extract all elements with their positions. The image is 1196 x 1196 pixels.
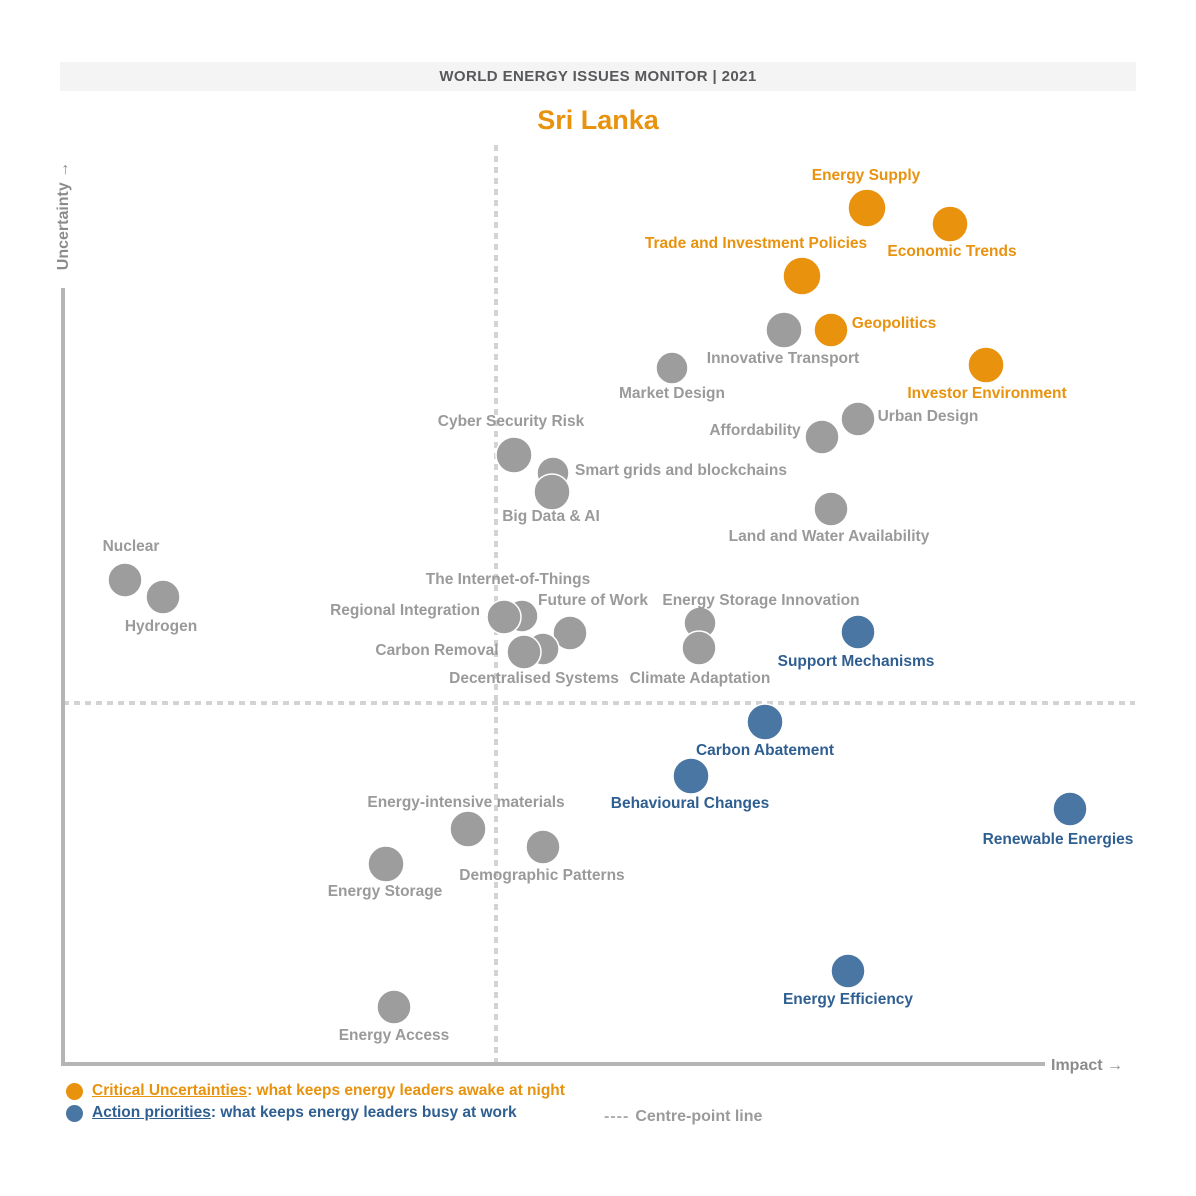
bubble-label-nuclear: Nuclear — [103, 538, 160, 555]
bubble-label-energy-intensive-materials: Energy-intensive materials — [367, 794, 564, 811]
bubble-carbon-abatement[interactable] — [746, 703, 784, 741]
bubble-label-energy-storage-innovation: Energy Storage Innovation — [662, 592, 859, 609]
bubble-big-data-ai[interactable] — [533, 473, 571, 511]
centre-point-line-legend: ---- Centre-point line — [604, 1108, 762, 1126]
x-axis-label: Impact → — [1051, 1057, 1123, 1074]
bubble-regional-integration[interactable] — [486, 599, 522, 635]
bubble-label-land-and-water-availability: Land and Water Availability — [729, 528, 930, 545]
bubble-behavioural-changes[interactable] — [672, 757, 710, 795]
bubble-urban-design[interactable] — [840, 401, 876, 437]
bubble-support-mechanisms[interactable] — [840, 614, 876, 650]
banner-title: WORLD ENERGY ISSUES MONITOR | 2021 — [439, 68, 757, 85]
bubble-trade-and-investment-policies[interactable] — [782, 256, 822, 296]
bubble-cyber-security-risk[interactable] — [495, 436, 533, 474]
bubble-economic-trends[interactable] — [931, 205, 969, 243]
bubble-energy-efficiency[interactable] — [830, 953, 866, 989]
bubble-market-design[interactable] — [655, 351, 689, 385]
bubble-climate-adaptation[interactable] — [681, 630, 717, 666]
bubble-energy-intensive-materials[interactable] — [449, 810, 487, 848]
bubble-label-trade-and-investment-policies: Trade and Investment Policies — [645, 235, 867, 252]
chart-legend: Critical Uncertainties: what keeps energ… — [66, 1082, 565, 1126]
bubble-label-support-mechanisms: Support Mechanisms — [778, 653, 935, 670]
bubble-label-affordability: Affordability — [709, 422, 801, 439]
bubble-label-big-data-ai: Big Data & AI — [502, 508, 600, 525]
header-banner: WORLD ENERGY ISSUES MONITOR | 2021 — [60, 62, 1136, 91]
bubble-label-economic-trends: Economic Trends — [887, 243, 1016, 260]
centre-point-line-label: Centre-point line — [635, 1108, 763, 1125]
bubble-label-cyber-security-risk: Cyber Security Risk — [438, 413, 585, 430]
bubble-affordability[interactable] — [804, 419, 840, 455]
critical-uncertainties-dot-icon — [66, 1082, 83, 1100]
bubble-energy-access[interactable] — [376, 989, 412, 1025]
bubble-label-energy-efficiency: Energy Efficiency — [783, 991, 913, 1008]
bubble-label-energy-access: Energy Access — [339, 1027, 450, 1044]
bubble-label-future-of-work: Future of Work — [538, 592, 648, 609]
bubble-label-carbon-removal: Carbon Removal — [375, 642, 498, 659]
dashed-line-icon: ---- — [604, 1108, 630, 1125]
bubble-label-smart-grids-and-blockchains: Smart grids and blockchains — [575, 462, 787, 479]
bubble-carbon-removal[interactable] — [506, 634, 542, 670]
bubble-label-geopolitics: Geopolitics — [852, 315, 936, 332]
bubble-label-regional-integration: Regional Integration — [330, 602, 480, 619]
bubble-geopolitics[interactable] — [813, 312, 849, 348]
page-title: Sri Lanka — [537, 105, 659, 135]
legend-desc-critical-uncertainties: : what keeps energy leaders awake at nig… — [247, 1082, 565, 1099]
bubble-label-energy-storage: Energy Storage — [328, 883, 443, 900]
bubble-label-decentralised-systems: Decentralised Systems — [449, 670, 619, 687]
bubble-future-of-work[interactable] — [552, 615, 588, 651]
bubble-label-carbon-abatement: Carbon Abatement — [696, 742, 834, 759]
bubble-nuclear[interactable] — [107, 562, 143, 598]
bubble-label-innovative-transport: Innovative Transport — [707, 350, 859, 367]
bubble-label-hydrogen: Hydrogen — [125, 618, 197, 635]
bubble-label-renewable-energies: Renewable Energies — [983, 831, 1134, 848]
legend-desc-action-priorities: : what keeps energy leaders busy at work — [210, 1104, 517, 1121]
legend-term-action-priorities[interactable]: Action priorities — [92, 1104, 211, 1121]
legend-row-action-priorities: Action priorities: what keeps energy lea… — [66, 1104, 565, 1122]
bubble-label-energy-supply: Energy Supply — [812, 167, 921, 184]
bubble-energy-storage[interactable] — [367, 845, 405, 883]
bubble-investor-environment[interactable] — [967, 346, 1005, 384]
action-priorities-dot-icon — [66, 1104, 83, 1122]
bubble-demographic-patterns[interactable] — [525, 829, 561, 865]
bubble-label-demographic-patterns: Demographic Patterns — [459, 867, 624, 884]
bubble-label-the-internet-of-things: The Internet-of-Things — [426, 571, 590, 588]
bubble-label-urban-design: Urban Design — [878, 408, 979, 425]
bubble-label-market-design: Market Design — [619, 385, 725, 402]
bubble-innovative-transport[interactable] — [765, 311, 803, 349]
legend-term-critical-uncertainties[interactable]: Critical Uncertainties — [92, 1082, 248, 1099]
bubble-renewable-energies[interactable] — [1052, 791, 1088, 827]
bubble-label-investor-environment: Investor Environment — [907, 385, 1066, 402]
legend-row-critical-uncertainties: Critical Uncertainties: what keeps energ… — [66, 1082, 565, 1100]
bubble-label-climate-adaptation: Climate Adaptation — [630, 670, 771, 687]
bubble-land-and-water-availability[interactable] — [813, 491, 849, 527]
bubble-label-behavioural-changes: Behavioural Changes — [611, 795, 770, 812]
bubble-hydrogen[interactable] — [145, 579, 181, 615]
y-axis-label: Uncertainty → — [55, 162, 72, 270]
bubble-energy-supply[interactable] — [847, 188, 887, 228]
